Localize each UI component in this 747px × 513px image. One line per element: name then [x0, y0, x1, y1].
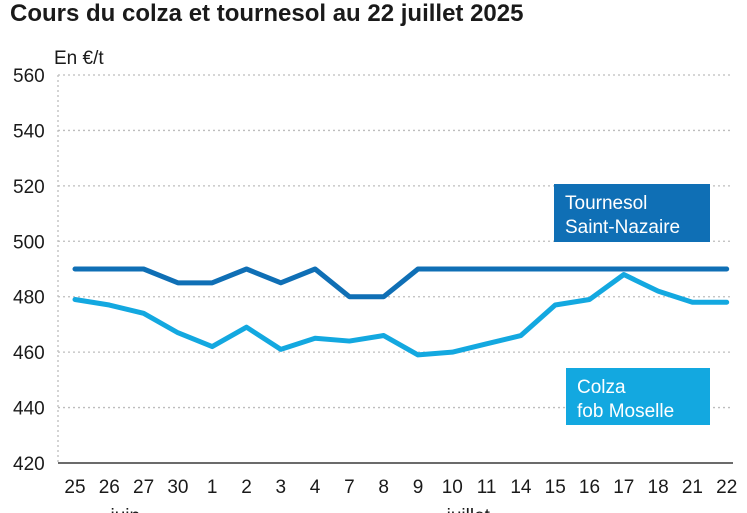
series-label-background: [566, 368, 710, 425]
x-tick-label: 10: [442, 477, 463, 498]
y-tick-label: 420: [13, 454, 45, 475]
x-tick-label: 7: [344, 477, 355, 498]
y-tick-label: 480: [13, 288, 45, 309]
x-tick-label: 11: [477, 477, 497, 498]
x-tick-label: 4: [310, 477, 321, 498]
x-axis-ticks: 25 26 27 30 1 2 3 4 7 8 9 10 11 14 15 16 17 18 21 22: [64, 477, 737, 498]
x-tick-label: 3: [276, 477, 287, 498]
y-tick-label: 540: [13, 121, 45, 142]
month-label: juin: [110, 506, 141, 513]
y-tick-label: 520: [13, 177, 45, 198]
series-label-text: Tournesol: [565, 193, 647, 214]
x-tick-label: 26: [99, 477, 120, 498]
y-axis-ticks: 420 440 460 480 500 520 540 560: [13, 66, 45, 475]
series-label-text: Colza: [577, 377, 626, 398]
series-label-box: Tournesol Saint-Nazaire: [554, 184, 710, 242]
series-line: [72, 266, 730, 300]
series-label-background: [554, 184, 710, 242]
y-tick-label: 440: [13, 399, 45, 420]
chart-title: Cours du colza et tournesol au 22 juille…: [10, 0, 524, 27]
x-tick-label: 8: [378, 477, 389, 498]
series-label-text: Saint-Nazaire: [565, 217, 680, 238]
month-label: juillet: [446, 506, 491, 513]
series-labels: Tournesol Saint-Nazaire Colza fob Moselle: [554, 184, 710, 425]
x-tick-label: 14: [510, 477, 532, 498]
series-label-box: Colza fob Moselle: [566, 368, 710, 425]
y-tick-label: 500: [13, 232, 45, 253]
x-tick-label: 21: [682, 477, 703, 498]
x-tick-label: 15: [545, 477, 566, 498]
x-tick-label: 22: [716, 477, 737, 498]
x-tick-label: 18: [648, 477, 669, 498]
x-tick-label: 1: [207, 477, 218, 498]
x-tick-label: 30: [167, 477, 188, 498]
x-tick-label: 2: [241, 477, 252, 498]
x-tick-label: 27: [133, 477, 154, 498]
x-tick-label: 17: [613, 477, 634, 498]
x-tick-label: 25: [64, 477, 85, 498]
x-tick-label: 9: [413, 477, 424, 498]
series-label-text: fob Moselle: [577, 401, 674, 422]
y-axis-label: En €/t: [54, 48, 104, 69]
y-tick-label: 460: [13, 343, 45, 364]
y-tick-label: 560: [13, 66, 45, 87]
series-lines: [72, 266, 730, 358]
x-tick-label: 16: [579, 477, 600, 498]
series-line: [72, 272, 730, 358]
month-labels: juin juillet: [110, 506, 491, 513]
